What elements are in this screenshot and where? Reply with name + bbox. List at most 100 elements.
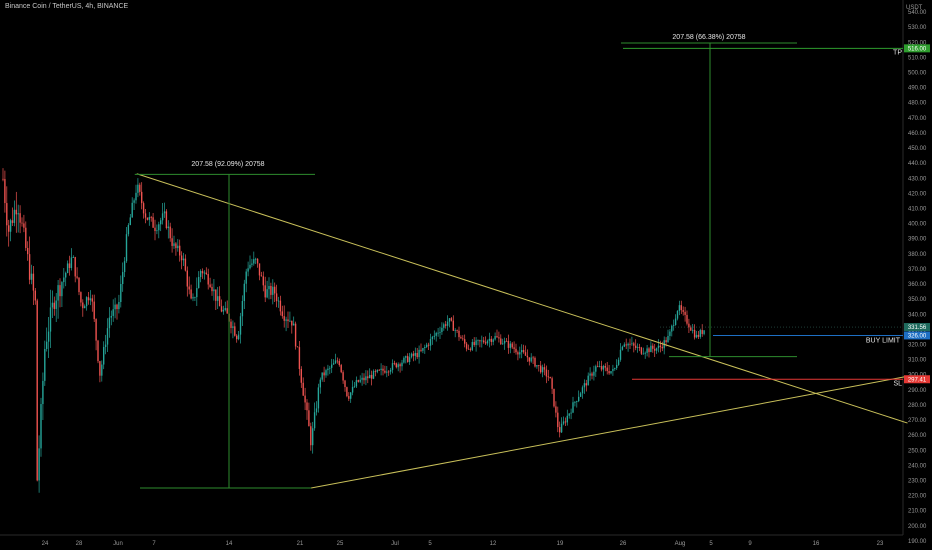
candle-body [122,272,124,284]
level-label: TP [893,49,902,56]
candle-body [629,343,631,345]
candle-body [327,368,329,371]
candle-body [680,305,682,311]
candle-body [34,290,36,301]
candle-body [585,383,587,386]
candle-body [198,276,200,289]
candle-body [676,310,679,319]
candle-body [671,325,673,332]
candle-body [222,309,225,312]
candle-body [177,245,179,249]
candle-body [595,366,597,372]
candle-body [517,352,519,355]
candle-body [686,314,688,324]
candle-body [237,334,240,340]
level-price-tag-text: 326.00 [908,333,927,339]
candle-body [486,340,489,344]
candle-body [452,320,454,331]
candle-body [15,209,17,215]
candle-body [475,340,477,345]
candle-body [559,427,561,433]
candle-body [141,191,143,204]
candle-body [289,320,291,322]
candle-body [65,272,67,278]
candle-body [530,357,532,362]
candle-body [46,341,48,350]
candle-body [540,365,542,373]
candle-body [209,284,211,287]
price-tick-label: 510.00 [908,55,927,61]
candle-body [152,217,154,228]
candle-body [621,346,624,350]
candle-body [154,227,156,232]
candle-body [249,264,251,269]
price-tick-label: 470.00 [908,116,927,122]
candle-body [256,258,259,264]
candle-body [241,300,244,317]
time-tick-label: 12 [490,541,497,547]
candle-body [477,340,479,341]
candle-body [97,340,99,362]
candle-body [285,319,287,321]
candle-body [372,371,375,379]
price-tick-label: 270.00 [908,418,927,424]
trendline[interactable] [136,173,908,424]
candle-body [351,386,354,393]
price-tick-label: 210.00 [908,509,927,515]
level-label: BUY LIMIT [866,337,901,344]
level-price-tag-text: 516.00 [908,46,927,52]
candle-body [334,360,337,364]
candle-body [165,211,168,229]
candle-body [4,179,6,204]
candle-body [99,361,101,376]
candle-body [359,379,361,382]
trendline[interactable] [311,375,908,489]
candle-body [382,368,384,371]
candle-body [232,326,234,328]
candle-body [631,343,633,345]
price-tick-label: 290.00 [908,388,927,394]
candle-body [534,357,536,367]
price-tick-label: 350.00 [908,297,927,303]
candle-body [188,286,190,290]
price-tick-label: 320.00 [908,343,927,349]
candle-body [47,331,50,342]
candle-body [384,370,386,373]
candle-body [505,340,508,342]
candle-body [133,200,135,203]
candle-body [112,309,114,316]
time-tick-label: 25 [337,541,344,547]
candle-body [230,321,232,328]
candle-body [156,230,158,232]
candle-body [638,347,641,348]
candle-body [524,352,527,356]
candle-body [293,323,295,326]
candle-body [270,285,272,295]
candle-body [306,402,308,411]
candle-body [492,339,494,342]
candle-body [446,321,449,326]
candle-body [150,217,152,218]
candle-body [255,258,257,260]
candle-body [313,412,316,429]
candle-body [120,283,122,303]
candle-body [426,344,428,348]
candle-body [68,263,71,269]
time-tick-label: 26 [620,541,627,547]
candle-body [63,277,65,283]
candle-body [490,338,492,342]
candle-body [395,363,397,368]
candle-body [464,339,466,344]
candle-body [625,344,627,346]
price-tick-label: 450.00 [908,146,927,152]
candle-body [125,234,128,262]
candle-body [665,340,667,343]
candle-body [469,348,472,350]
candle-body [690,327,692,331]
candle-body [321,372,323,380]
candle-body [416,352,418,358]
candle-body [682,310,684,312]
level-price-tag [904,331,930,340]
candle-body [87,297,90,301]
